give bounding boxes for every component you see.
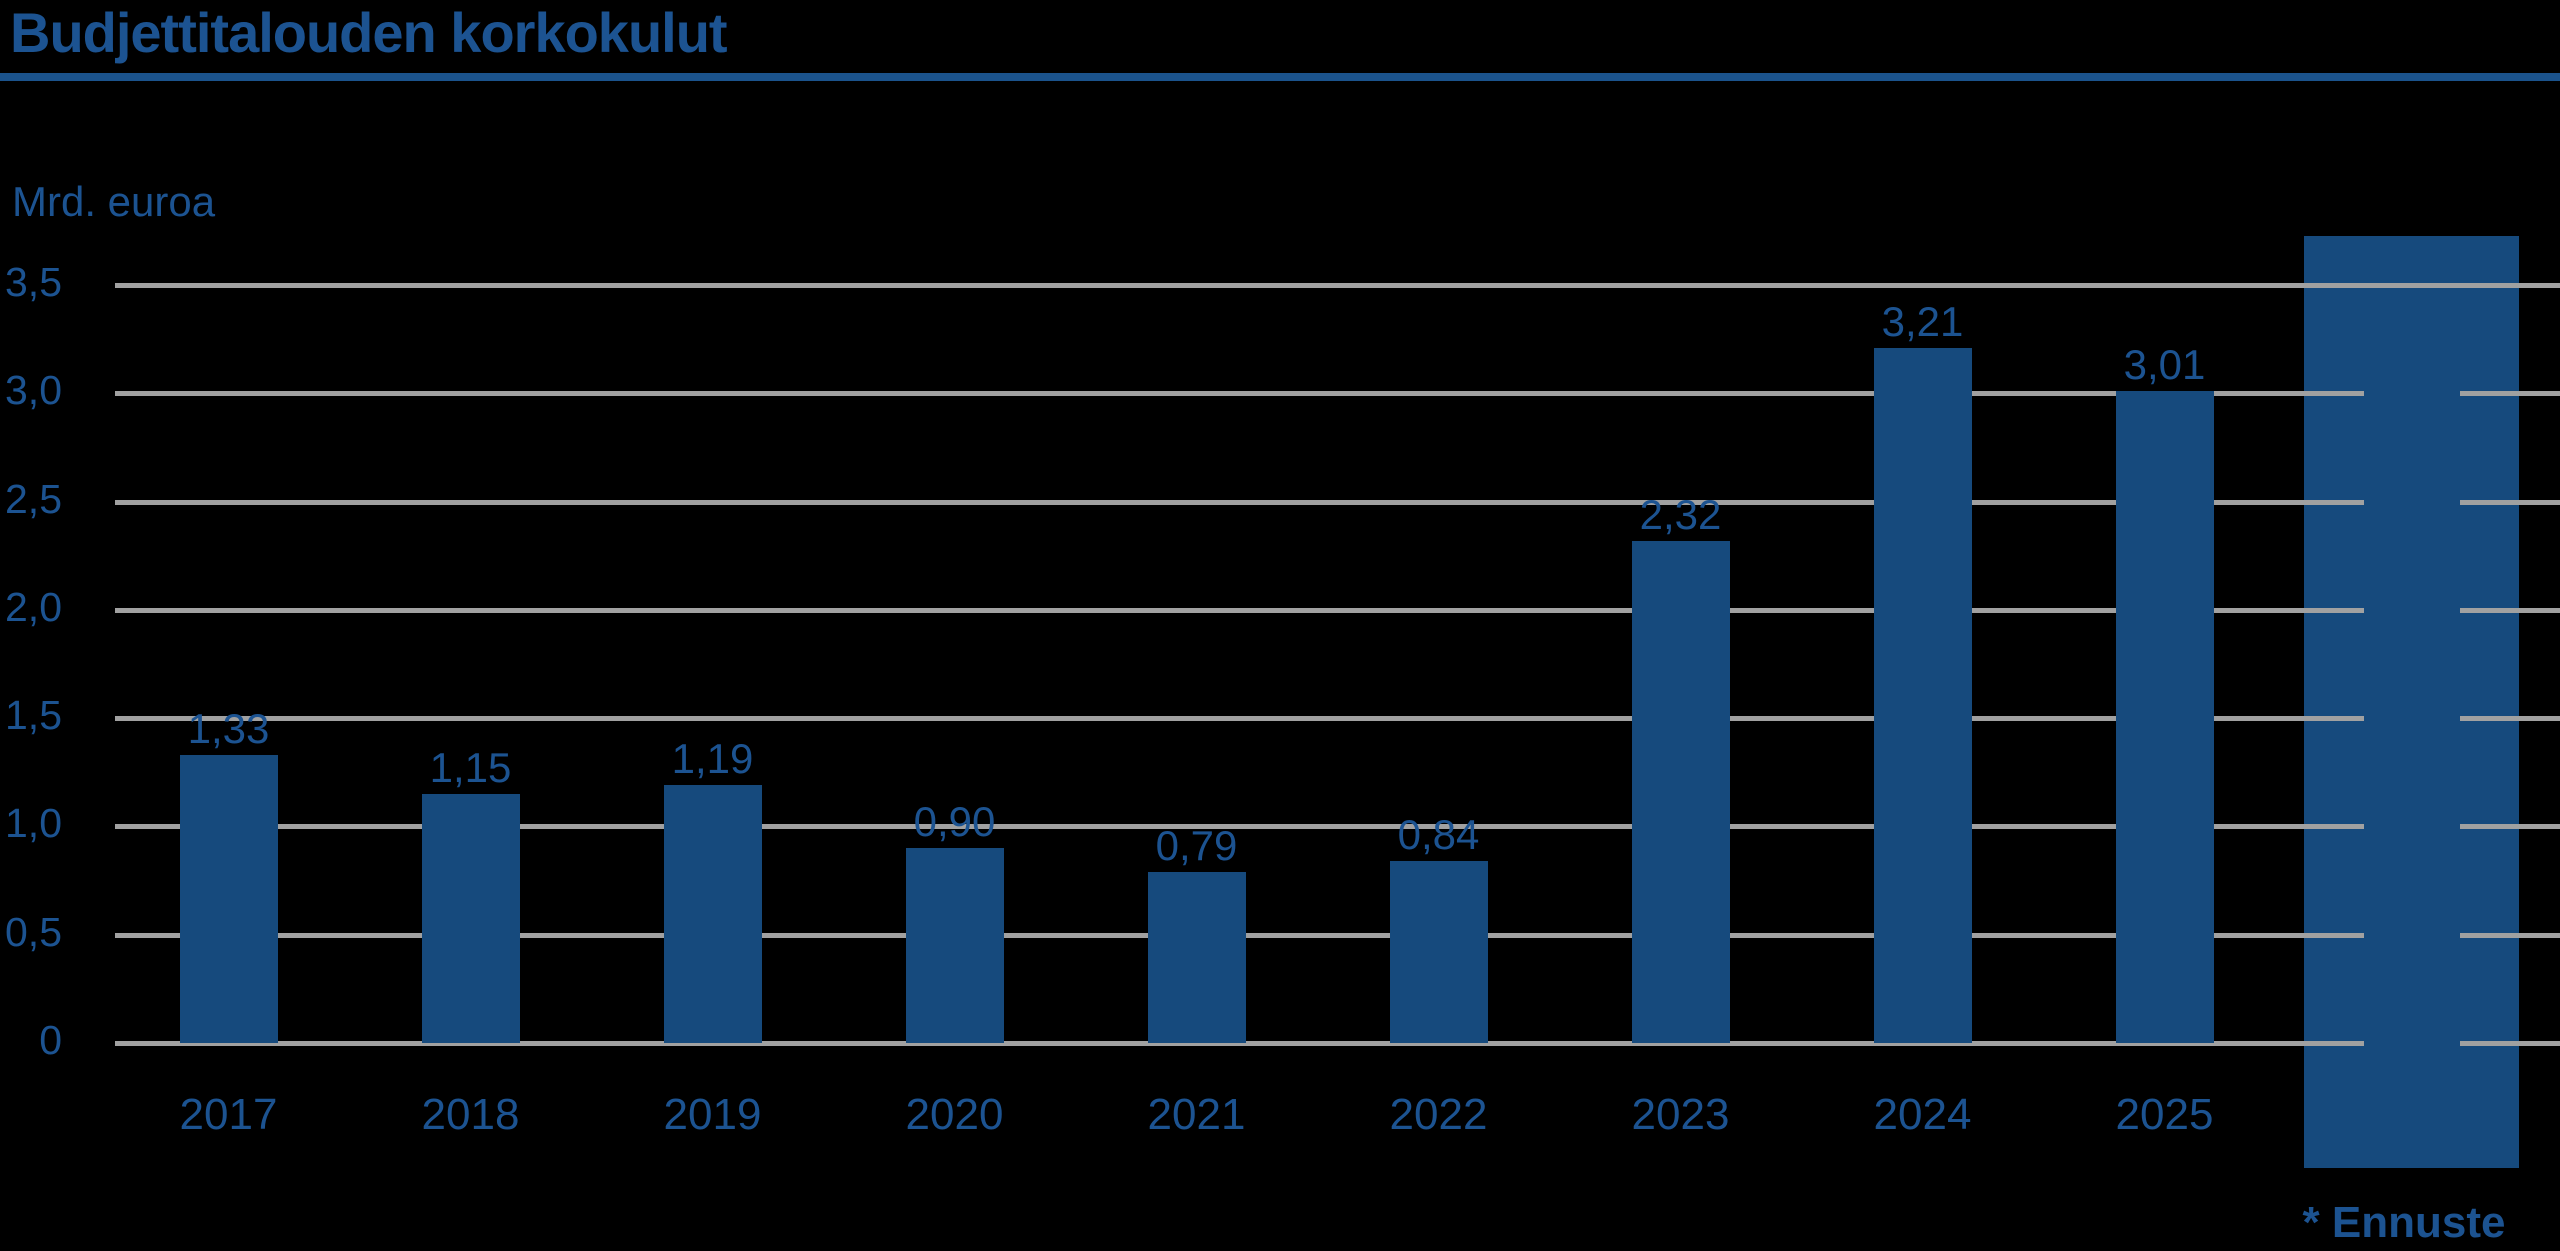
gridline: [115, 391, 2560, 397]
bar-2024: [1873, 347, 1972, 1043]
y-axis-tick-label: 3,5: [5, 259, 62, 305]
x-axis-label-2021: 2021: [1147, 1090, 1246, 1139]
gridline: [115, 1041, 2560, 1046]
gridline: [115, 824, 2560, 830]
title-underline: [0, 73, 2560, 81]
bar-value-label: 0,79: [1155, 821, 1238, 869]
bar-2023: [1631, 540, 1730, 1043]
forecast-bar: [2363, 300, 2460, 1168]
x-axis-label-2024: 2024: [1873, 1090, 1972, 1139]
gridline: [115, 283, 2560, 288]
x-axis-label-2019: 2019: [663, 1090, 762, 1139]
y-axis-tick-label: 0,5: [5, 908, 62, 955]
y-axis-tick-label: 1,0: [5, 800, 62, 847]
bar-value-label: 0,84: [1397, 811, 1480, 859]
bar-value-label: 2,32: [1639, 490, 1722, 538]
x-axis-label-2023: 2023: [1631, 1090, 1730, 1139]
y-axis-tick-label: 0: [39, 1017, 62, 1063]
bar-2025: [2115, 391, 2214, 1043]
bar-2021: [1147, 871, 1246, 1043]
forecast-footnote: * Ennuste: [2302, 1198, 2506, 1247]
bar-2020: [905, 848, 1004, 1043]
bar-value-label: 3,01: [2123, 341, 2206, 389]
y-axis-unit-label: Mrd. euroa: [12, 178, 216, 225]
bar-2022: [1389, 861, 1488, 1043]
bar-value-label: 1,19: [671, 735, 754, 783]
gridline: [115, 932, 2560, 938]
gridline: [115, 716, 2560, 722]
x-axis-label-2017: 2017: [179, 1090, 278, 1139]
bar-2017: [179, 754, 278, 1043]
bar-value-label: 1,33: [187, 704, 270, 752]
y-axis-tick-label: 3,0: [5, 367, 62, 414]
chart-title: Budjettitalouden korkokulut: [10, 1, 728, 64]
gridline: [115, 607, 2560, 613]
bar-value-label: 1,15: [429, 743, 512, 791]
x-axis-label-2025: 2025: [2115, 1090, 2214, 1139]
bar-2018: [421, 793, 520, 1043]
x-axis-label-2020: 2020: [905, 1090, 1004, 1139]
y-axis-tick-label: 2,5: [5, 475, 62, 522]
bar-2019: [663, 785, 762, 1043]
x-axis-label-2022: 2022: [1389, 1090, 1488, 1139]
y-axis-tick-label: 1,5: [5, 692, 62, 739]
x-axis-label-2018: 2018: [421, 1090, 520, 1139]
bar-value-label: 0,90: [913, 798, 996, 846]
gridline: [115, 499, 2560, 505]
bar-value-label: 3,21: [1881, 297, 1964, 345]
y-axis-tick-label: 2,0: [5, 583, 62, 630]
